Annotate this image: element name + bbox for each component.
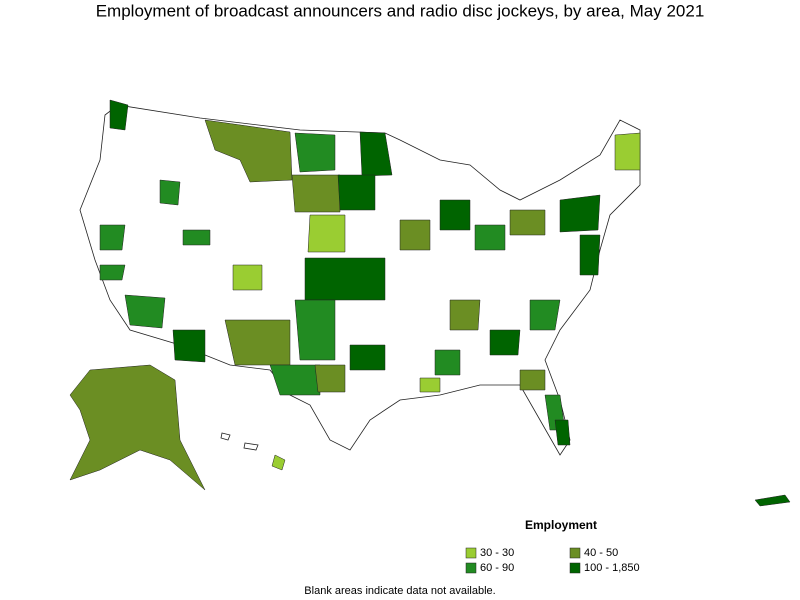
legend-label: 60 - 90: [480, 562, 514, 574]
metro-area: [349, 344, 386, 371]
legend-title: Employment: [525, 518, 597, 532]
metro-area: [182, 229, 211, 246]
footnote: Blank areas indicate data not available.: [304, 585, 495, 597]
metro-area: [159, 179, 181, 206]
legend-label: 30 - 30: [480, 547, 514, 559]
puerto-rico: [754, 494, 791, 507]
metro-area: [291, 174, 341, 213]
metro-area: [529, 299, 561, 331]
metro-area: [124, 294, 166, 329]
metro-area: [559, 194, 601, 233]
metro-area: [307, 214, 346, 253]
legend-swatch: [569, 547, 581, 559]
metro-area: [554, 419, 571, 446]
metro-area: [337, 174, 376, 211]
map: [69, 99, 791, 507]
metro-area: [294, 299, 336, 361]
metro-area: [439, 199, 471, 231]
legend-label: 40 - 50: [584, 547, 618, 559]
hawaii: [271, 454, 286, 471]
metro-area: [579, 234, 601, 276]
metro-area: [172, 329, 206, 363]
metro-area: [434, 349, 461, 376]
metro-area: [399, 219, 431, 251]
legend-swatch: [465, 562, 477, 574]
hawaii-islands: [243, 442, 259, 451]
metro-area: [99, 224, 126, 251]
metro-area: [294, 132, 336, 173]
legend-swatch: [465, 547, 477, 559]
metro-area: [614, 132, 641, 171]
legend: Employment 30 - 30 40 - 50 60 - 90 100 - 1,…: [465, 518, 640, 574]
metro-area: [519, 369, 546, 391]
metro-area: [359, 131, 393, 177]
metro-area: [109, 99, 129, 131]
metro-area: [489, 329, 521, 356]
metro-area: [419, 377, 441, 393]
metro-area: [304, 257, 386, 301]
metro-area: [232, 264, 263, 291]
metro-area: [314, 364, 346, 393]
legend-swatch: [569, 562, 581, 574]
metro-area: [269, 364, 321, 396]
metro-area: [509, 209, 546, 236]
metro-area: [99, 264, 126, 281]
metro-area: [474, 224, 506, 251]
alaska: [69, 364, 206, 491]
legend-label: 100 - 1,850: [584, 562, 640, 574]
hawaii-islands: [220, 432, 231, 441]
metro-area: [224, 319, 291, 366]
map-title: Employment of broadcast announcers and r…: [96, 1, 705, 20]
metro-area: [449, 299, 481, 331]
metro-area: [204, 119, 293, 183]
